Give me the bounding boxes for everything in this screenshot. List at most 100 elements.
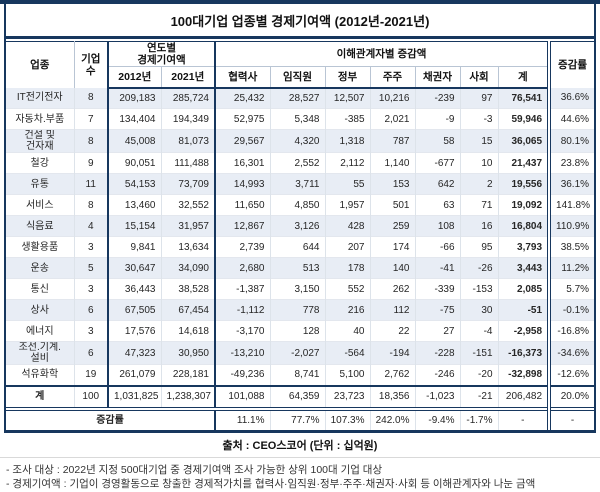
cell-partners: 29,567	[214, 129, 270, 153]
cell-name: 상사	[6, 299, 74, 321]
source-note: 출처 : CEO스코어 (단위 : 십억원)	[222, 439, 378, 452]
change-rate-row: 증감률 11.1% 77.7% 107.3% 242.0% -9.4% -1.7…	[6, 406, 595, 430]
table-row: 철강 9 90,051 111,488 16,301 2,552 2,112 1,140 -67…	[6, 152, 595, 174]
col-header-change-rate: 증감률	[547, 41, 595, 88]
cell-rate: 110.9%	[547, 215, 595, 237]
cell-count: 11	[73, 173, 108, 195]
cell-total: -	[497, 406, 550, 430]
cell-shareholders: 22	[369, 320, 415, 342]
cell-y2012: 9,841	[107, 236, 161, 258]
cell-shareholders: 140	[369, 257, 415, 279]
cell-creditors: -41	[414, 257, 460, 279]
col-header-2012: 2012년	[107, 66, 161, 89]
col-header-count: 기업 수	[73, 41, 108, 88]
table-body: IT전기전자 8 209,183 285,724 25,432 28,527 12,507 1…	[6, 87, 595, 386]
cell-employees: 5,348	[269, 108, 325, 130]
cell-partners: 101,088	[214, 384, 270, 409]
cell-y2021: 14,618	[160, 320, 215, 342]
table-row: 생활용품 3 9,841 13,634 2,739 644 207 174 -66 95 3,793…	[6, 236, 595, 258]
cell-rate: 44.6%	[547, 108, 595, 130]
data-table: 업종 기업 수 연도별 경제기여액 이해관계자별 증감액 증감률 2012년 2…	[6, 41, 595, 430]
cell-count: 7	[73, 108, 108, 130]
cell-rate: 80.1%	[547, 129, 595, 153]
cell-society: -21	[459, 384, 498, 409]
cell-y2012: 261,079	[107, 364, 161, 386]
cell-rate: 5.7%	[547, 278, 595, 300]
cell-government: -385	[324, 108, 370, 130]
cell-total: 59,946	[497, 108, 550, 130]
cell-total: -16,373	[497, 341, 550, 365]
cell-shareholders: -194	[369, 341, 415, 365]
cell-employees: 3,126	[269, 215, 325, 237]
cell-y2021: 32,552	[160, 194, 215, 216]
cell-y2012: 67,505	[107, 299, 161, 321]
cell-employees: -2,027	[269, 341, 325, 365]
table-row: 자동차.부품 7 134,404 194,349 52,975 5,348 -385 2,02…	[6, 108, 595, 130]
cell-y2021: 38,528	[160, 278, 215, 300]
cell-employees: 2,552	[269, 152, 325, 174]
cell-count: 19	[73, 364, 108, 386]
table-row: 석유화학 19 261,079 228,181 -49,236 8,741 5,100 2,7…	[6, 364, 595, 386]
cell-shareholders: 501	[369, 194, 415, 216]
cell-total: 36,065	[497, 129, 550, 153]
cell-employees: 3,150	[269, 278, 325, 300]
cell-creditors: 58	[414, 129, 460, 153]
cell-government: 2,112	[324, 152, 370, 174]
cell-society: -3	[459, 108, 498, 130]
cell-employees: 128	[269, 320, 325, 342]
cell-total: 2,085	[497, 278, 550, 300]
cell-rate: 141.8%	[547, 194, 595, 216]
cell-employees: 513	[269, 257, 325, 279]
cell-y2012: 134,404	[107, 108, 161, 130]
cell-partners: 11.1%	[214, 406, 270, 430]
cell-society: 71	[459, 194, 498, 216]
cell-society: 97	[459, 87, 498, 109]
cell-count: 3	[73, 236, 108, 258]
cell-rate: 36.6%	[547, 87, 595, 109]
cell-society: -151	[459, 341, 498, 365]
cell-partners: 16,301	[214, 152, 270, 174]
total-row-label: 계	[6, 384, 74, 409]
table-row: 에너지 3 17,576 14,618 -3,170 128 40 22 27 -4 -2,958-…	[6, 320, 595, 342]
cell-total: -32,898	[497, 364, 550, 386]
cell-society: -20	[459, 364, 498, 386]
cell-partners: -1,387	[214, 278, 270, 300]
cell-y2012: 90,051	[107, 152, 161, 174]
table-row: 상사 6 67,505 67,454 -1,112 778 216 112 -75 30 -51 -0…	[6, 299, 595, 321]
col-group-yearly: 연도별 경제기여액	[107, 41, 215, 67]
col-header-society: 사회	[459, 66, 498, 89]
cell-y2021: 13,634	[160, 236, 215, 258]
cell-name: 식음료	[6, 215, 74, 237]
cell-total: 206,482	[497, 384, 550, 409]
rate-row-label: 증감률	[6, 406, 215, 430]
cell-name: 석유화학	[6, 364, 74, 386]
cell-creditors: -9.4%	[414, 406, 460, 430]
cell-rate: 20.0%	[547, 384, 595, 409]
cell-total: 19,092	[497, 194, 550, 216]
cell-employees: 4,850	[269, 194, 325, 216]
cell-y2012: 54,153	[107, 173, 161, 195]
col-header-partners: 협력사	[214, 66, 270, 89]
cell-y2021: 67,454	[160, 299, 215, 321]
cell-creditors: -66	[414, 236, 460, 258]
cell-society: 15	[459, 129, 498, 153]
cell-y2012: 30,647	[107, 257, 161, 279]
cell-name: 건설 및 건자재	[6, 129, 74, 153]
cell-rate: 11.2%	[547, 257, 595, 279]
cell-employees: 8,741	[269, 364, 325, 386]
cell-count: 4	[73, 215, 108, 237]
col-header-2021: 2021년	[160, 66, 215, 89]
cell-partners: 2,739	[214, 236, 270, 258]
cell-y2021: 81,073	[160, 129, 215, 153]
footnote-definition: - 경제기여액 : 기업이 경영활동으로 창출한 경제적가치를 협력사·임직원·…	[6, 478, 536, 491]
cell-total: -2,958	[497, 320, 550, 342]
col-header-industry: 업종	[30, 58, 50, 71]
cell-creditors: 642	[414, 173, 460, 195]
cell-government: 23,723	[324, 384, 370, 409]
cell-total: 76,541	[497, 87, 550, 109]
cell-shareholders: 787	[369, 129, 415, 153]
cell-society: 2	[459, 173, 498, 195]
cell-employees: 77.7%	[269, 406, 325, 430]
cell-y2012: 36,443	[107, 278, 161, 300]
cell-society: 30	[459, 299, 498, 321]
